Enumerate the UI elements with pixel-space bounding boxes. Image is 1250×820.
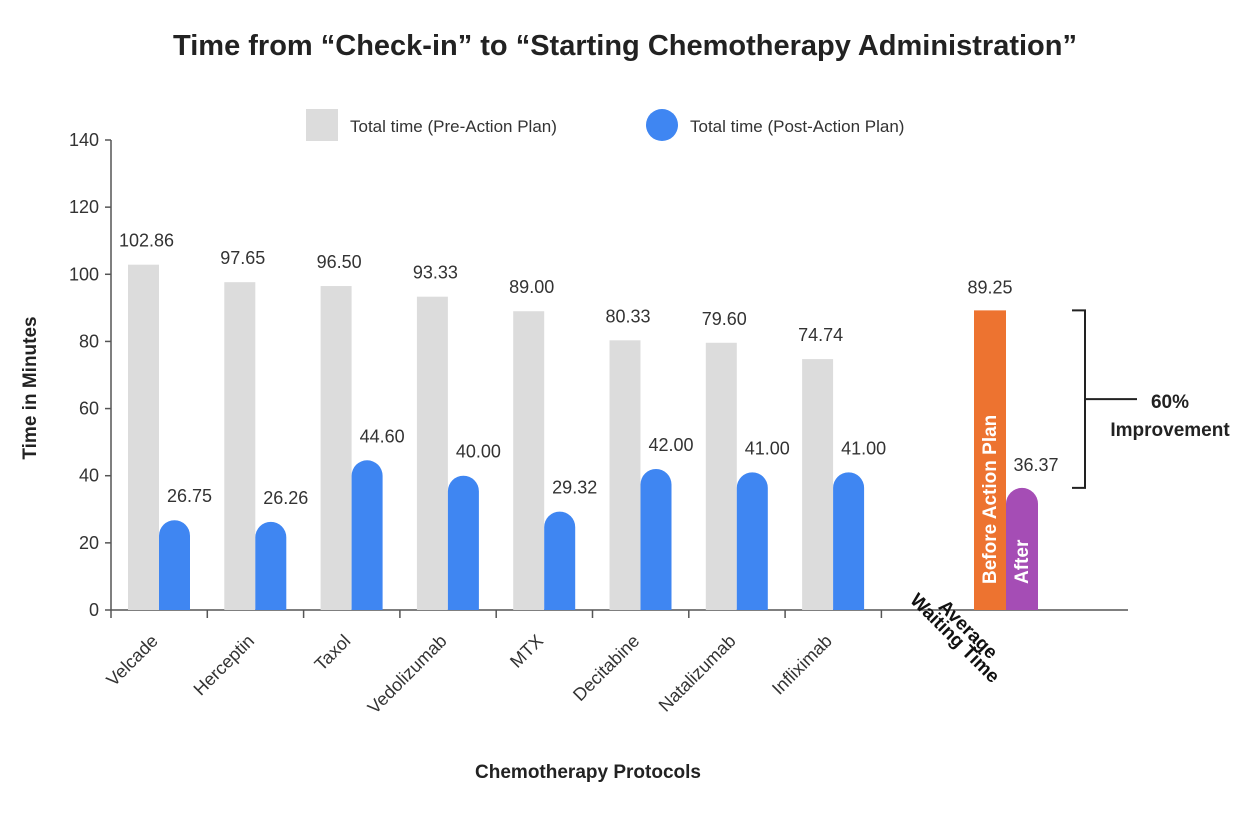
value-label-pre: 93.33 xyxy=(413,263,458,283)
value-label-post: 42.00 xyxy=(648,435,693,455)
y-tick-label: 20 xyxy=(79,533,99,553)
bar-pre xyxy=(802,359,834,610)
y-axis-label: Time in Minutes xyxy=(20,316,41,459)
bar-pre xyxy=(705,342,737,610)
value-label-post: 44.60 xyxy=(360,426,405,446)
legend-label-pre: Total time (Pre-Action Plan) xyxy=(350,117,557,136)
bar-pre xyxy=(320,286,352,610)
chart-title: Time from “Check-in” to “Starting Chemot… xyxy=(173,30,1077,62)
bar-pre xyxy=(513,311,545,610)
bar-average-after xyxy=(1006,487,1038,610)
x-tick-label: MTX xyxy=(506,631,547,672)
y-tick-label: 80 xyxy=(79,331,99,351)
bar-post xyxy=(544,511,576,610)
y-tick-label: 40 xyxy=(79,466,99,486)
x-tick-label: Vedolizumab xyxy=(364,631,451,718)
bar-post xyxy=(159,520,190,610)
y-tick-label: 60 xyxy=(79,399,99,419)
improvement-bracket xyxy=(1072,309,1137,489)
annotation-line1: 60% xyxy=(1151,392,1189,413)
bar-post xyxy=(255,521,287,610)
bar-pre xyxy=(128,264,159,610)
x-tick-label: Taxol xyxy=(311,631,355,675)
x-tick-label: Herceptin xyxy=(190,631,259,700)
x-tick-label: Velcade xyxy=(102,631,161,690)
x-axis-label: Chemotherapy Protocols xyxy=(475,762,701,783)
value-label-pre: 96.50 xyxy=(317,252,362,272)
bar-post xyxy=(736,472,768,610)
bar-post xyxy=(640,469,672,610)
value-label-post: 26.75 xyxy=(167,486,212,506)
after-bar-label: After xyxy=(1012,539,1033,584)
value-label-post: 41.00 xyxy=(841,438,886,458)
annotation-line2: Improvement xyxy=(1110,420,1230,441)
bar-average-before xyxy=(974,310,1006,610)
legend-swatch-post xyxy=(646,109,678,141)
value-label-pre: 74.74 xyxy=(798,325,843,345)
value-label-post: 40.00 xyxy=(456,442,501,462)
legend: Total time (Pre-Action Plan) Total time … xyxy=(306,109,904,141)
bar-pre xyxy=(224,282,256,610)
value-label-average-after: 36.37 xyxy=(1013,455,1058,475)
value-label-post: 41.00 xyxy=(745,438,790,458)
x-tick-label: Decitabine xyxy=(569,631,643,705)
x-tick-label: Natalizumab xyxy=(655,631,740,716)
y-tick-label: 120 xyxy=(69,197,99,217)
bars: 102.86 26.75 97.65 26.26 96.50 44.60 93.33 40.0… xyxy=(119,231,886,610)
value-label-post: 26.26 xyxy=(263,488,308,508)
bar-pre xyxy=(416,296,448,610)
bar-pre xyxy=(609,340,641,610)
y-tick-label: 100 xyxy=(69,264,99,284)
value-label-pre: 79.60 xyxy=(702,309,747,329)
x-tick-label: Infliximab xyxy=(768,631,836,699)
y-tick-label: 0 xyxy=(89,600,99,620)
value-label-pre: 80.33 xyxy=(605,306,650,326)
before-bar-label: Before Action Plan xyxy=(980,415,1001,584)
legend-swatch-pre xyxy=(306,109,338,141)
bar-post xyxy=(351,460,383,610)
improvement-annotation: 60% Improvement xyxy=(1072,309,1230,489)
bar-post xyxy=(833,472,865,610)
value-label-post: 29.32 xyxy=(552,478,597,498)
value-label-pre: 102.86 xyxy=(119,231,174,251)
value-label-average-before: 89.25 xyxy=(967,277,1012,297)
value-label-pre: 89.00 xyxy=(509,277,554,297)
y-tick-label: 140 xyxy=(69,130,99,150)
value-label-pre: 97.65 xyxy=(220,248,265,268)
bar-post xyxy=(447,475,479,610)
legend-label-post: Total time (Post-Action Plan) xyxy=(690,117,904,136)
